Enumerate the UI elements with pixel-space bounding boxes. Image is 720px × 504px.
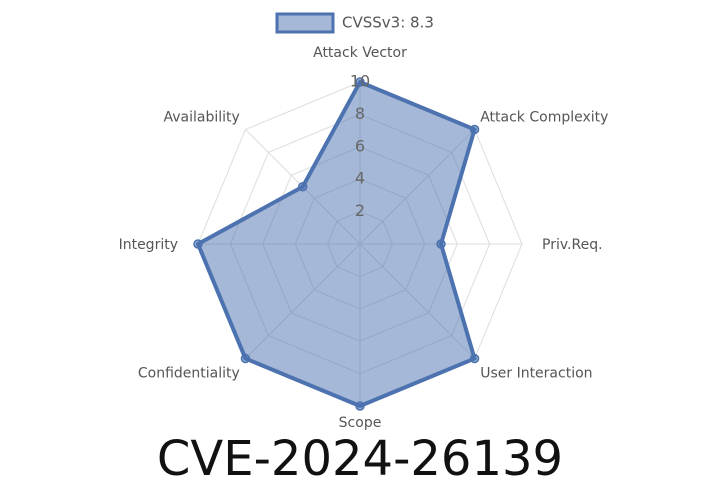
category-label: Scope — [339, 415, 382, 431]
category-label: User Interaction — [480, 366, 592, 382]
radar-point — [436, 239, 446, 249]
category-label: Confidentiality — [138, 366, 240, 382]
radar-point — [355, 401, 365, 411]
r-tick-label: 8 — [355, 104, 365, 123]
radar-point — [297, 181, 308, 192]
category-label: Priv.Req. — [542, 237, 603, 253]
legend-label: CVSSv3: 8.3 — [342, 14, 434, 32]
category-label: Integrity — [119, 237, 178, 253]
category-label: Attack Complexity — [480, 109, 608, 125]
radar-area — [196, 80, 477, 408]
chart-title: CVE-2024-26139 — [157, 431, 563, 487]
r-tick-label: 2 — [355, 201, 365, 220]
legend-swatch — [275, 12, 335, 34]
r-tick-label: 4 — [355, 169, 365, 188]
radar-point — [469, 353, 480, 364]
category-label: Availability — [163, 109, 239, 125]
category-label: Attack Vector — [313, 45, 407, 61]
radar-point — [355, 77, 365, 87]
radar-point — [469, 124, 480, 135]
r-tick-label: 6 — [355, 136, 365, 155]
r-tick-label: 10 — [350, 72, 370, 91]
radar-point — [193, 239, 203, 249]
radar-point — [240, 353, 251, 364]
